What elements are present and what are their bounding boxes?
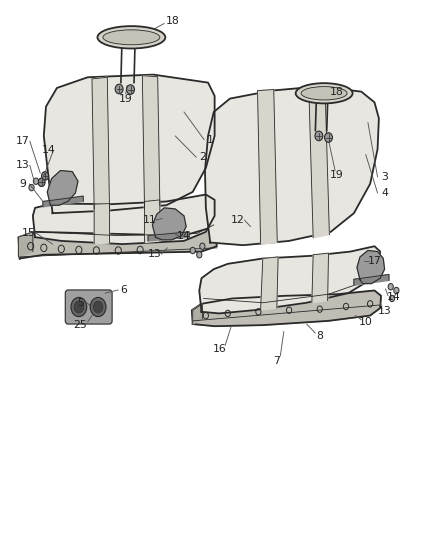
Text: 2: 2 bbox=[199, 152, 206, 162]
Circle shape bbox=[90, 297, 106, 317]
Polygon shape bbox=[33, 195, 215, 244]
Polygon shape bbox=[44, 75, 215, 213]
Circle shape bbox=[394, 287, 399, 294]
Polygon shape bbox=[312, 253, 328, 303]
Circle shape bbox=[388, 284, 393, 290]
Polygon shape bbox=[92, 77, 110, 209]
Text: 14: 14 bbox=[386, 293, 400, 302]
Text: 4: 4 bbox=[381, 188, 388, 198]
Polygon shape bbox=[142, 76, 160, 209]
Polygon shape bbox=[357, 251, 385, 284]
FancyBboxPatch shape bbox=[65, 290, 112, 324]
Text: 13: 13 bbox=[378, 306, 392, 316]
Polygon shape bbox=[47, 171, 78, 205]
Polygon shape bbox=[148, 232, 189, 241]
Text: 13: 13 bbox=[147, 249, 161, 259]
Ellipse shape bbox=[97, 26, 166, 49]
Text: 9: 9 bbox=[19, 179, 26, 189]
Text: 17: 17 bbox=[16, 136, 30, 146]
Text: 6: 6 bbox=[120, 285, 127, 295]
Circle shape bbox=[38, 178, 45, 187]
Circle shape bbox=[315, 131, 323, 141]
Text: 19: 19 bbox=[119, 94, 133, 103]
Polygon shape bbox=[94, 204, 110, 244]
Circle shape bbox=[33, 178, 39, 184]
Text: 12: 12 bbox=[231, 215, 245, 225]
Circle shape bbox=[71, 297, 87, 317]
Polygon shape bbox=[258, 90, 277, 244]
Polygon shape bbox=[18, 227, 217, 259]
Circle shape bbox=[29, 184, 34, 191]
Polygon shape bbox=[192, 290, 381, 326]
Polygon shape bbox=[43, 196, 83, 207]
Polygon shape bbox=[152, 208, 186, 240]
Circle shape bbox=[74, 301, 84, 313]
Text: 18: 18 bbox=[166, 17, 180, 26]
Text: 17: 17 bbox=[367, 256, 381, 266]
Circle shape bbox=[42, 172, 49, 180]
Polygon shape bbox=[205, 86, 379, 245]
Text: 19: 19 bbox=[329, 170, 343, 180]
Circle shape bbox=[197, 252, 202, 258]
Text: 8: 8 bbox=[316, 331, 323, 341]
Polygon shape bbox=[354, 274, 389, 285]
Polygon shape bbox=[145, 200, 160, 243]
Circle shape bbox=[190, 247, 195, 254]
Circle shape bbox=[325, 133, 332, 142]
Polygon shape bbox=[309, 86, 329, 238]
Ellipse shape bbox=[296, 83, 353, 103]
Polygon shape bbox=[193, 304, 202, 324]
Polygon shape bbox=[261, 257, 278, 310]
Text: 13: 13 bbox=[16, 160, 30, 170]
Circle shape bbox=[389, 295, 395, 302]
Text: 3: 3 bbox=[381, 172, 388, 182]
Text: 16: 16 bbox=[213, 344, 227, 354]
Polygon shape bbox=[199, 246, 380, 313]
Polygon shape bbox=[18, 232, 33, 257]
Ellipse shape bbox=[301, 86, 347, 100]
Circle shape bbox=[200, 243, 205, 249]
Text: 14: 14 bbox=[42, 146, 56, 155]
Text: 1: 1 bbox=[207, 135, 214, 144]
Text: 14: 14 bbox=[177, 231, 191, 241]
Text: 25: 25 bbox=[73, 320, 87, 330]
Text: 18: 18 bbox=[329, 87, 343, 96]
Text: 15: 15 bbox=[21, 228, 35, 238]
Circle shape bbox=[127, 85, 134, 94]
Text: 10: 10 bbox=[359, 317, 373, 327]
Circle shape bbox=[115, 84, 123, 94]
Text: 11: 11 bbox=[143, 215, 157, 225]
Circle shape bbox=[93, 301, 103, 313]
Text: 7: 7 bbox=[273, 357, 280, 366]
Text: 5: 5 bbox=[78, 298, 85, 308]
Ellipse shape bbox=[103, 30, 160, 45]
